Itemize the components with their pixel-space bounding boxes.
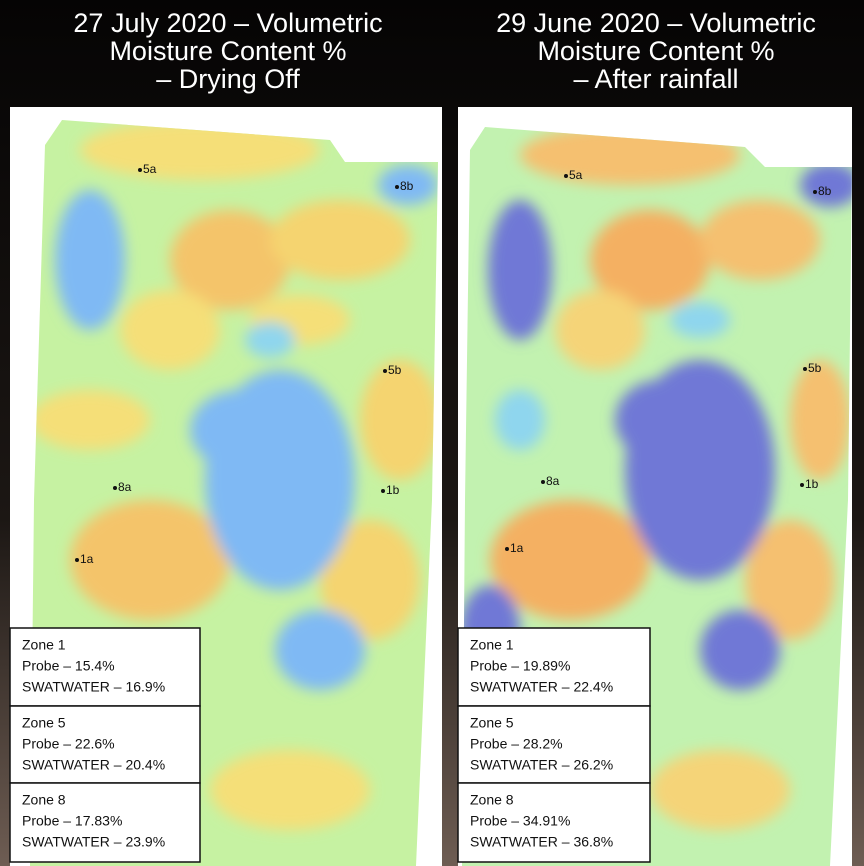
probe-label: 1b (805, 477, 819, 491)
probe-label: 1a (510, 541, 524, 555)
zone-box (457, 782, 651, 863)
zone-swatwater: SWATWATER – 36.8% (470, 834, 613, 850)
zone-name: Zone 1 (470, 637, 514, 653)
probe-marker (803, 367, 807, 371)
zone-box (457, 627, 651, 707)
zone-swatwater: SWATWATER – 23.9% (22, 834, 165, 850)
zone-name: Zone 1 (22, 637, 66, 653)
panel-title: – Drying Off (156, 64, 300, 94)
zone-swatwater: SWATWATER – 20.4% (22, 757, 165, 773)
probe-marker (813, 190, 817, 194)
zone-swatwater: SWATWATER – 22.4% (470, 679, 613, 695)
probe-label: 1b (386, 483, 400, 497)
probe-marker (505, 547, 509, 551)
zone-name: Zone 8 (22, 792, 66, 808)
zone-swatwater: SWATWATER – 16.9% (22, 679, 165, 695)
zone-name: Zone 5 (470, 715, 514, 731)
zone-probe: Probe – 34.91% (470, 813, 570, 829)
zone-name: Zone 8 (470, 792, 514, 808)
probe-label: 8b (818, 184, 832, 198)
zone-probe: Probe – 17.83% (22, 813, 122, 829)
zone-box (9, 782, 201, 863)
probe-marker (383, 369, 387, 373)
zone-name: Zone 5 (22, 715, 66, 731)
probe-marker (395, 185, 399, 189)
panel-title: – After rainfall (573, 64, 738, 94)
zone-box (9, 705, 201, 784)
panel-title: Moisture Content % (537, 36, 774, 66)
probe-marker (75, 558, 79, 562)
probe-label: 8a (546, 474, 560, 488)
probe-marker (564, 174, 568, 178)
probe-label: 8a (118, 480, 132, 494)
zone-probe: Probe – 28.2% (470, 736, 563, 752)
probe-label: 5b (808, 361, 822, 375)
zone-probe: Probe – 15.4% (22, 658, 115, 674)
panel-title: Moisture Content % (109, 36, 346, 66)
probe-marker (113, 486, 117, 490)
probe-label: 5b (388, 363, 402, 377)
zone-box (457, 705, 651, 784)
panel-title: 29 June 2020 – Volumetric (496, 8, 816, 38)
probe-label: 5a (569, 168, 583, 182)
probe-label: 5a (143, 162, 157, 176)
zone-swatwater: SWATWATER – 26.2% (470, 757, 613, 773)
zone-probe: Probe – 22.6% (22, 736, 115, 752)
zone-probe: Probe – 19.89% (470, 658, 570, 674)
probe-label: 8b (400, 179, 414, 193)
panel-title: 27 July 2020 – Volumetric (73, 8, 382, 38)
probe-marker (800, 483, 804, 487)
probe-marker (381, 489, 385, 493)
probe-label: 1a (80, 552, 94, 566)
probe-marker (541, 480, 545, 484)
probe-marker (138, 168, 142, 172)
